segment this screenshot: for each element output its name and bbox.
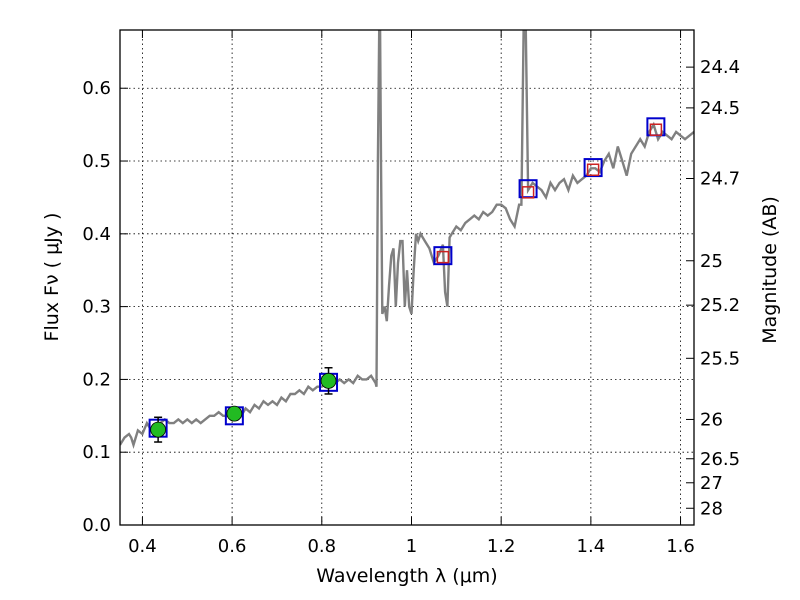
upper-limit-square	[436, 250, 450, 264]
y-tick-label: 0.5	[82, 151, 111, 172]
y2-tick-label: 26	[700, 409, 723, 430]
plot-area	[120, 30, 694, 449]
y-tick-label: 0.3	[82, 297, 111, 318]
upper-limit-square	[586, 163, 600, 177]
observed-point	[320, 372, 337, 389]
y-tick-label: 0.4	[82, 224, 111, 245]
x-tick-label: 0.8	[307, 536, 336, 557]
y-tick-label: 0.6	[82, 78, 111, 99]
y2-tick-label: 24.4	[700, 57, 740, 78]
y2-axis-ticks: 24.4 24.5 24.7 25 25.2 25.5 26 26.5 27 28	[686, 57, 740, 519]
upper-limit-square	[521, 186, 535, 199]
x-tick-label: 1	[406, 536, 417, 557]
model-photometry-square	[433, 246, 453, 266]
photometry-markers	[148, 117, 666, 443]
plot-frame	[119, 29, 695, 526]
y2-tick-label: 26.5	[700, 449, 740, 470]
y2-axis-label: Magnitude (AB)	[759, 196, 781, 344]
x-tick-label: 0.6	[218, 536, 247, 557]
x-axis-label: Wavelength λ (μm)	[316, 565, 497, 587]
y-tick-label: 0.0	[82, 515, 111, 536]
y2-tick-label: 25	[700, 251, 723, 272]
y2-tick-label: 24.7	[700, 169, 740, 190]
x-tick-label: 1.2	[487, 536, 516, 557]
y-tick-label: 0.1	[82, 442, 111, 463]
y-tick-label: 0.2	[82, 369, 111, 390]
y2-tick-label: 25.5	[700, 348, 740, 369]
y2-tick-label: 24.5	[700, 98, 740, 119]
y2-tick-label: 25.2	[700, 295, 740, 316]
x-axis-ticks: 0.4 0.6 0.8 1 1.2 1.4 1.6	[128, 30, 695, 557]
x-tick-label: 0.4	[128, 536, 157, 557]
upper-limit-square	[649, 123, 663, 136]
y-axis-label: Flux Fν ( μJy )	[41, 213, 63, 342]
y-axis-ticks: 0.0 0.1 0.2 0.3 0.4 0.5 0.6	[82, 78, 128, 536]
model-photometry-square	[583, 158, 603, 178]
x-tick-label: 1.6	[666, 536, 695, 557]
observed-point	[226, 405, 243, 422]
x-tick-label: 1.4	[577, 536, 606, 557]
y2-tick-label: 28	[700, 498, 723, 519]
y2-tick-label: 27	[700, 473, 723, 494]
grid-lines	[120, 30, 694, 526]
observed-point	[150, 421, 167, 438]
